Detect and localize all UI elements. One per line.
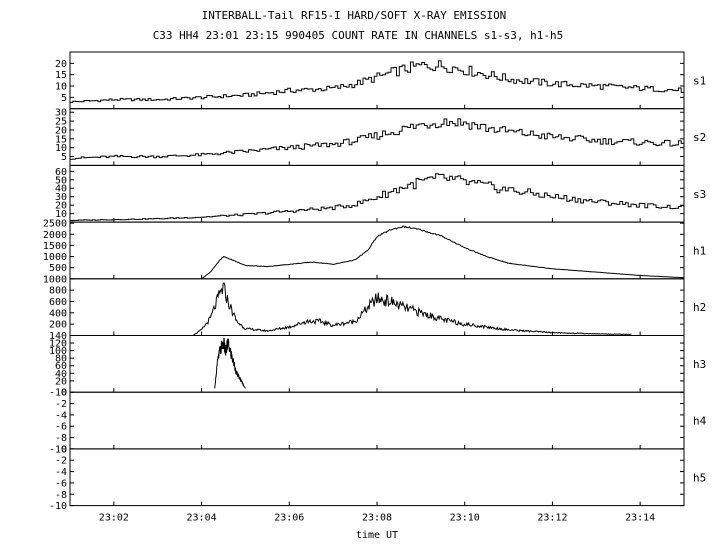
y-tick-label-h4-4: -2 (55, 399, 67, 410)
y-tick-label-s2-3: 20 (55, 125, 67, 136)
y-tick-label-s3-0: 10 (55, 209, 67, 220)
x-tick-label-1: 23:04 (187, 513, 217, 524)
y-tick-label-h1-0: 500 (49, 263, 67, 274)
y-tick-label-h5-0: -10 (49, 501, 67, 512)
chart-subtitle: C33 HH4 23:01 23:15 990405 COUNT RATE IN… (153, 29, 564, 42)
y-tick-label-h1-4: 2500 (43, 219, 67, 230)
channel-label-h2: h2 (693, 301, 706, 314)
x-tick-label-2: 23:06 (274, 513, 304, 524)
y-tick-label-s3-1: 20 (55, 201, 67, 212)
y-tick-label-s1-0: 5 (61, 93, 67, 104)
y-tick-label-h2-0: 200 (49, 320, 67, 331)
x-axis-ticks: 23:02 23:04 23:06 23:08 23:10 23:12 23:14 (99, 513, 655, 524)
y-tick-label-h2-4: 1000 (43, 274, 67, 285)
channel-label-h5: h5 (693, 471, 706, 484)
series-line-h1 (201, 225, 685, 280)
x-tick-label-6: 23:14 (625, 513, 655, 524)
y-tick-label-h3-1: 20 (55, 376, 67, 387)
y-tick-label-s3-2: 30 (55, 192, 67, 203)
series-line-h3 (214, 337, 246, 389)
x-tick-label-5: 23:12 (537, 513, 567, 524)
y-tick-label-h3-7: 140 (49, 331, 67, 342)
y-tick-label-h1-2: 1500 (43, 241, 67, 252)
y-tick-label-s2-2: 15 (55, 134, 67, 145)
y-tick-label-h4-2: -6 (55, 422, 67, 433)
y-tick-label-s3-3: 40 (55, 184, 67, 195)
y-tick-label-h2-1: 400 (49, 308, 67, 319)
y-tick-label-h4-1: -8 (55, 433, 67, 444)
y-tick-label-h3-5: 100 (49, 346, 67, 357)
y-tick-label-h3-2: 40 (55, 369, 67, 380)
x-tick-label-0: 23:02 (99, 513, 129, 524)
y-tick-label-h4-5: 0 (61, 388, 67, 399)
channel-label-s3: s3 (693, 188, 706, 201)
panel-frame-h5 (69, 448, 685, 507)
y-tick-label-h3-4: 80 (55, 354, 67, 365)
y-tick-label-h3-0: -10 (49, 388, 67, 399)
series-line-s2 (70, 118, 685, 160)
y-tick-label-h2-3: 800 (49, 286, 67, 297)
x-axis-label: time UT (356, 530, 398, 541)
y-tick-label-h3-6: 120 (49, 339, 67, 350)
x-tick-label-4: 23:10 (450, 513, 480, 524)
panel-frame-h3 (69, 335, 685, 393)
x-tick-label-3: 23:08 (362, 513, 392, 524)
y-tick-label-s3-4: 50 (55, 175, 67, 186)
y-tick-label-h4-3: -4 (55, 410, 67, 421)
y-tick-label-s2-5: 30 (55, 108, 67, 119)
y-tick-label-s2-0: 5 (61, 152, 67, 163)
y-tick-label-h1-3: 2000 (43, 230, 67, 241)
chart-title: INTERBALL-Tail RF15-I HARD/SOFT X-RAY EM… (202, 9, 507, 22)
panel-frame-h1 (69, 221, 685, 280)
series-line-s1 (70, 60, 685, 103)
y-tick-label-s1-2: 15 (55, 70, 67, 81)
y-tick-label-h1-1: 1000 (43, 252, 67, 263)
panels-group: 5101520s151015202530s2102030405060s35001… (43, 51, 707, 512)
y-tick-label-h5-2: -6 (55, 478, 67, 489)
panel-frame-h4 (69, 391, 685, 450)
y-tick-label-s3-5: 60 (55, 167, 67, 178)
channel-label-h1: h1 (693, 244, 706, 257)
y-tick-label-s1-3: 20 (55, 59, 67, 70)
channel-label-s2: s2 (693, 131, 706, 144)
y-tick-label-s1-1: 10 (55, 82, 67, 93)
y-tick-label-h5-3: -4 (55, 467, 67, 478)
y-tick-label-h3-3: 60 (55, 361, 67, 372)
panel-frame-s3 (69, 164, 685, 223)
channel-label-s1: s1 (693, 74, 706, 87)
series-line-s3 (70, 173, 685, 222)
y-tick-label-s2-1: 10 (55, 143, 67, 154)
channel-label-h3: h3 (693, 358, 706, 371)
y-tick-label-h2-2: 600 (49, 297, 67, 308)
panel-frame-h2 (69, 278, 685, 336)
y-tick-label-h5-1: -8 (55, 490, 67, 501)
y-tick-label-h5-4: -2 (55, 456, 67, 467)
y-tick-label-s2-4: 25 (55, 117, 67, 128)
y-tick-label-h4-0: -10 (49, 444, 67, 455)
y-tick-label-h5-5: 0 (61, 444, 67, 455)
channel-label-h4: h4 (693, 415, 707, 428)
series-line-h2 (192, 282, 632, 336)
